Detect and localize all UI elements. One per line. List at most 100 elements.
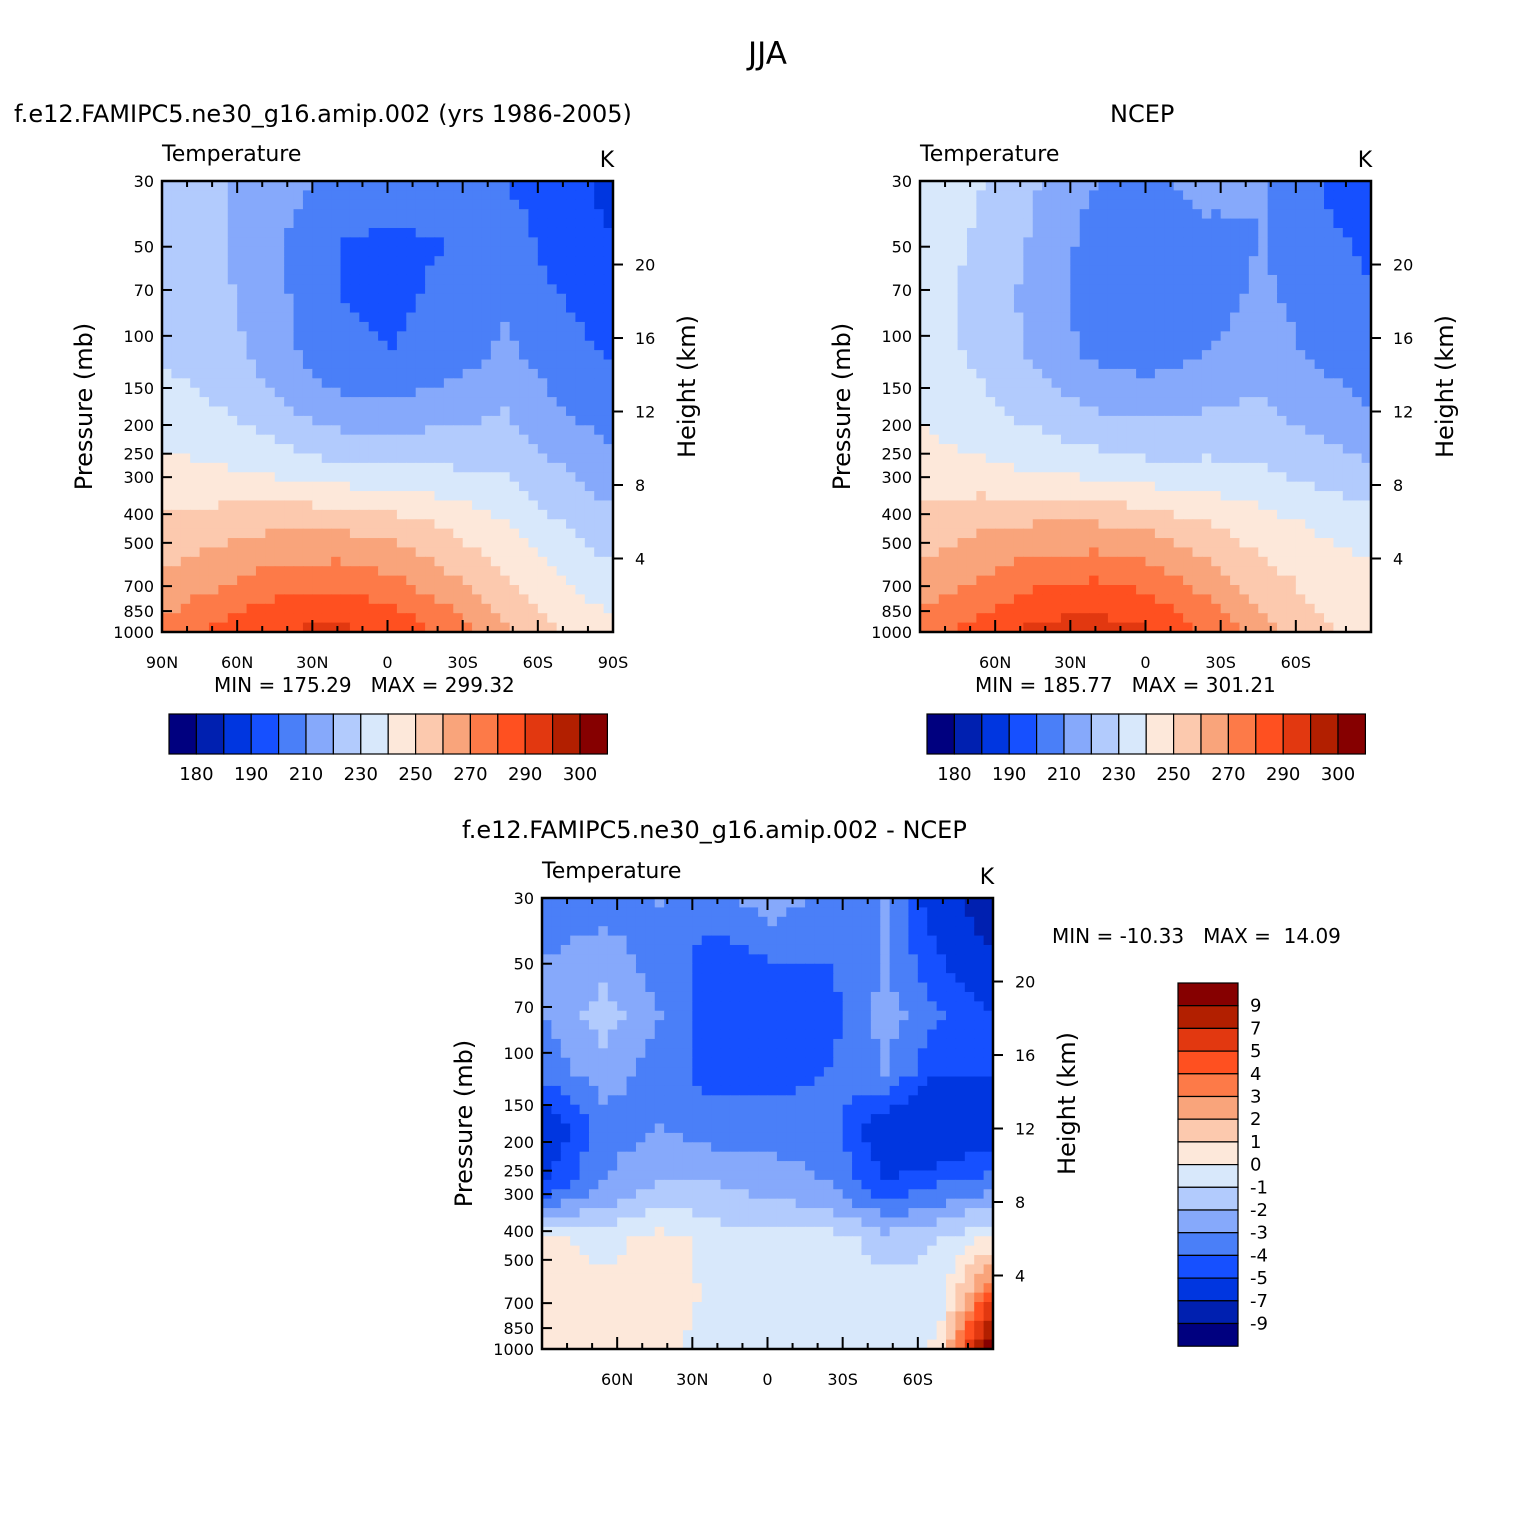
contour-cell — [1201, 594, 1212, 605]
contour-cell — [995, 481, 1006, 492]
contour-cell — [265, 556, 276, 567]
contour-cell — [462, 209, 473, 220]
contour-cell — [425, 472, 436, 483]
contour-cell — [462, 472, 473, 483]
contour-cell — [208, 453, 219, 464]
contour-cell — [284, 434, 295, 445]
contour-cell — [396, 265, 407, 276]
contour-cell — [1164, 274, 1175, 285]
contour-cell — [957, 246, 968, 257]
contour-cell — [443, 284, 454, 295]
contour-cell — [584, 181, 595, 191]
contour-cell — [1220, 199, 1231, 210]
contour-cell — [1267, 321, 1278, 332]
contour-cell — [472, 453, 483, 464]
contour-cell — [1201, 585, 1212, 596]
contour-cell — [547, 237, 558, 248]
contour-cell — [1248, 284, 1259, 295]
contour-cell — [1164, 538, 1175, 549]
contour-cell — [227, 368, 238, 379]
contour-cell — [1013, 181, 1024, 191]
contour-cell — [673, 898, 684, 908]
contour-cell — [1013, 312, 1024, 323]
contour-cell — [1361, 218, 1372, 229]
contour-cell — [1352, 585, 1363, 596]
contour-cell — [566, 265, 577, 276]
height-tick-label: 8 — [1393, 476, 1403, 495]
contour-cell — [481, 331, 492, 342]
contour-cell — [387, 368, 398, 379]
contour-cell — [293, 556, 304, 567]
contour-cell — [948, 321, 959, 332]
contour-cell — [340, 434, 351, 445]
contour-cell — [1004, 340, 1015, 351]
contour-cell — [208, 538, 219, 549]
contour-cell — [171, 547, 182, 558]
contour-cell — [957, 237, 968, 248]
contour-cell — [1305, 321, 1316, 332]
contour-cell — [1070, 387, 1081, 398]
contour-cell — [396, 340, 407, 351]
contour-cell — [227, 190, 238, 201]
colorbar-swatch — [168, 713, 197, 755]
contour-cell — [340, 265, 351, 276]
contour-cell — [415, 594, 426, 605]
contour-cell — [1070, 519, 1081, 530]
contour-cell — [387, 218, 398, 229]
contour-cell — [985, 603, 996, 614]
contour-cell — [1277, 293, 1288, 304]
contour-cell — [453, 265, 464, 276]
contour-cell — [237, 265, 248, 276]
contour-cell — [246, 340, 257, 351]
contour-cell — [1295, 434, 1306, 445]
contour-cell — [237, 378, 248, 389]
contour-cell — [537, 603, 548, 614]
contour-cell — [425, 453, 436, 464]
contour-cell — [1126, 331, 1137, 342]
contour-cell — [265, 303, 276, 314]
contour-cell — [1286, 340, 1297, 351]
contour-cell — [1013, 425, 1024, 436]
contour-cell — [415, 603, 426, 614]
contour-cell — [481, 199, 492, 210]
contour-cell — [1070, 462, 1081, 473]
contour-cell — [321, 622, 332, 633]
contour-cell — [1314, 472, 1325, 483]
contour-cell — [537, 575, 548, 586]
contour-cell — [1239, 594, 1250, 605]
contour-cell — [1183, 575, 1194, 586]
contour-cell — [180, 491, 191, 502]
contour-cell — [1295, 509, 1306, 520]
contour-cell — [1230, 199, 1241, 210]
contour-cell — [995, 472, 1006, 483]
contour-cell — [500, 528, 511, 539]
contour-cell — [673, 907, 684, 918]
contour-cell — [1324, 378, 1335, 389]
contour-cell — [1286, 481, 1297, 492]
contour-cell — [776, 916, 787, 927]
contour-cell — [1239, 265, 1250, 276]
contour-cell — [312, 622, 323, 633]
contour-cell — [208, 350, 219, 361]
contour-cell — [528, 350, 539, 361]
contour-cell — [575, 218, 586, 229]
contour-cell — [481, 594, 492, 605]
contour-cell — [255, 472, 266, 483]
contour-cell — [1183, 227, 1194, 238]
contour-cell — [425, 603, 436, 614]
height-tick-label: 20 — [635, 256, 655, 275]
contour-cell — [1136, 425, 1147, 436]
contour-cell — [584, 387, 595, 398]
contour-cell — [1333, 256, 1344, 267]
contour-cell — [1051, 190, 1062, 201]
contour-fill — [162, 181, 614, 633]
contour-cell — [340, 237, 351, 248]
contour-cell — [1089, 462, 1100, 473]
contour-cell — [1220, 246, 1231, 257]
contour-cell — [1032, 397, 1043, 408]
contour-cell — [575, 491, 586, 502]
contour-cell — [528, 585, 539, 596]
contour-cell — [948, 500, 959, 511]
contour-cell — [171, 425, 182, 436]
contour-cell — [378, 303, 389, 314]
